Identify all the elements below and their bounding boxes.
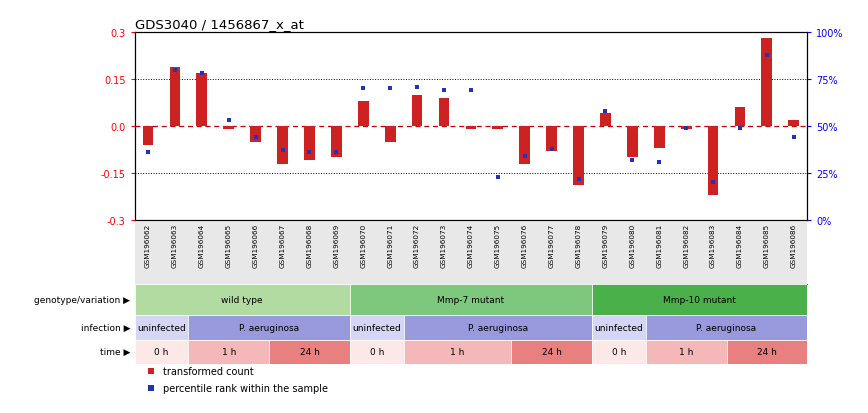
Text: GSM196081: GSM196081 [656, 223, 662, 268]
Bar [600, 114, 611, 127]
Text: transformed count: transformed count [163, 366, 253, 376]
Bar [573, 127, 584, 186]
Text: GSM196084: GSM196084 [737, 223, 743, 268]
Bar [592, 315, 646, 340]
Text: Mmp-7 mutant: Mmp-7 mutant [437, 295, 504, 304]
Bar [358, 102, 369, 127]
Bar [404, 340, 511, 364]
Bar [277, 127, 288, 164]
Text: P. aeruginosa: P. aeruginosa [239, 323, 299, 332]
Text: GSM196072: GSM196072 [414, 223, 420, 268]
Bar [350, 340, 404, 364]
Bar [135, 285, 350, 315]
Bar [411, 95, 423, 127]
Bar [592, 285, 807, 315]
Text: GSM196071: GSM196071 [387, 223, 393, 268]
Bar [654, 127, 665, 149]
Bar [385, 127, 396, 142]
Bar [592, 340, 646, 364]
Bar [188, 315, 350, 340]
Bar [511, 340, 592, 364]
Bar [269, 340, 350, 364]
Bar [350, 285, 592, 315]
Bar [519, 127, 530, 164]
Bar [304, 127, 315, 161]
Text: P. aeruginosa: P. aeruginosa [468, 323, 528, 332]
Text: GDS3040 / 1456867_x_at: GDS3040 / 1456867_x_at [135, 17, 304, 31]
Text: GSM196082: GSM196082 [683, 223, 689, 268]
Bar [404, 315, 592, 340]
Bar [250, 127, 261, 142]
Bar [707, 127, 719, 195]
Text: GSM196066: GSM196066 [253, 223, 259, 268]
Bar [135, 315, 188, 340]
Text: 1 h: 1 h [450, 347, 464, 356]
Text: percentile rank within the sample: percentile rank within the sample [163, 383, 328, 393]
Text: GSM196080: GSM196080 [629, 223, 635, 268]
Bar [727, 340, 807, 364]
Bar [492, 127, 503, 130]
Text: 1 h: 1 h [679, 347, 694, 356]
Bar [438, 99, 450, 127]
Bar [646, 340, 727, 364]
Text: GSM196063: GSM196063 [172, 223, 178, 268]
Text: Mmp-10 mutant: Mmp-10 mutant [663, 295, 736, 304]
Bar [331, 127, 342, 158]
Bar [223, 127, 234, 130]
Text: 24 h: 24 h [542, 347, 562, 356]
Text: GSM196083: GSM196083 [710, 223, 716, 268]
Text: 0 h: 0 h [155, 347, 168, 356]
Text: time ▶: time ▶ [100, 347, 130, 356]
Text: 24 h: 24 h [299, 347, 319, 356]
Text: GSM196070: GSM196070 [360, 223, 366, 268]
Bar [546, 127, 557, 152]
Bar [169, 67, 181, 127]
Text: GSM196065: GSM196065 [226, 223, 232, 268]
Text: wild type: wild type [221, 295, 263, 304]
Text: uninfected: uninfected [595, 323, 643, 332]
Bar [761, 39, 773, 127]
Text: GSM196067: GSM196067 [279, 223, 286, 268]
Text: uninfected: uninfected [352, 323, 401, 332]
Text: 0 h: 0 h [612, 347, 626, 356]
Text: uninfected: uninfected [137, 323, 186, 332]
Text: infection ▶: infection ▶ [81, 323, 130, 332]
Text: GSM196064: GSM196064 [199, 223, 205, 268]
Text: GSM196077: GSM196077 [549, 223, 555, 268]
Bar [188, 340, 269, 364]
Text: GSM196079: GSM196079 [602, 223, 608, 268]
Bar [788, 121, 799, 127]
Bar [465, 127, 477, 130]
Text: GSM196062: GSM196062 [145, 223, 151, 268]
Text: GSM196073: GSM196073 [441, 223, 447, 268]
Bar [681, 127, 692, 130]
Text: GSM196075: GSM196075 [495, 223, 501, 268]
Text: GSM196074: GSM196074 [468, 223, 474, 268]
Text: genotype/variation ▶: genotype/variation ▶ [34, 295, 130, 304]
Bar [196, 74, 207, 127]
Bar [142, 127, 154, 145]
Text: GSM196076: GSM196076 [522, 223, 528, 268]
Bar [734, 108, 746, 127]
Bar [135, 340, 188, 364]
Bar [350, 315, 404, 340]
Text: P. aeruginosa: P. aeruginosa [696, 323, 757, 332]
Text: 24 h: 24 h [757, 347, 777, 356]
Text: 1 h: 1 h [221, 347, 236, 356]
Text: GSM196086: GSM196086 [791, 223, 797, 268]
Text: GSM196078: GSM196078 [575, 223, 582, 268]
Text: GSM196068: GSM196068 [306, 223, 312, 268]
Text: GSM196069: GSM196069 [333, 223, 339, 268]
Text: 0 h: 0 h [370, 347, 384, 356]
Bar [646, 315, 807, 340]
Text: GSM196085: GSM196085 [764, 223, 770, 268]
Bar [627, 127, 638, 158]
